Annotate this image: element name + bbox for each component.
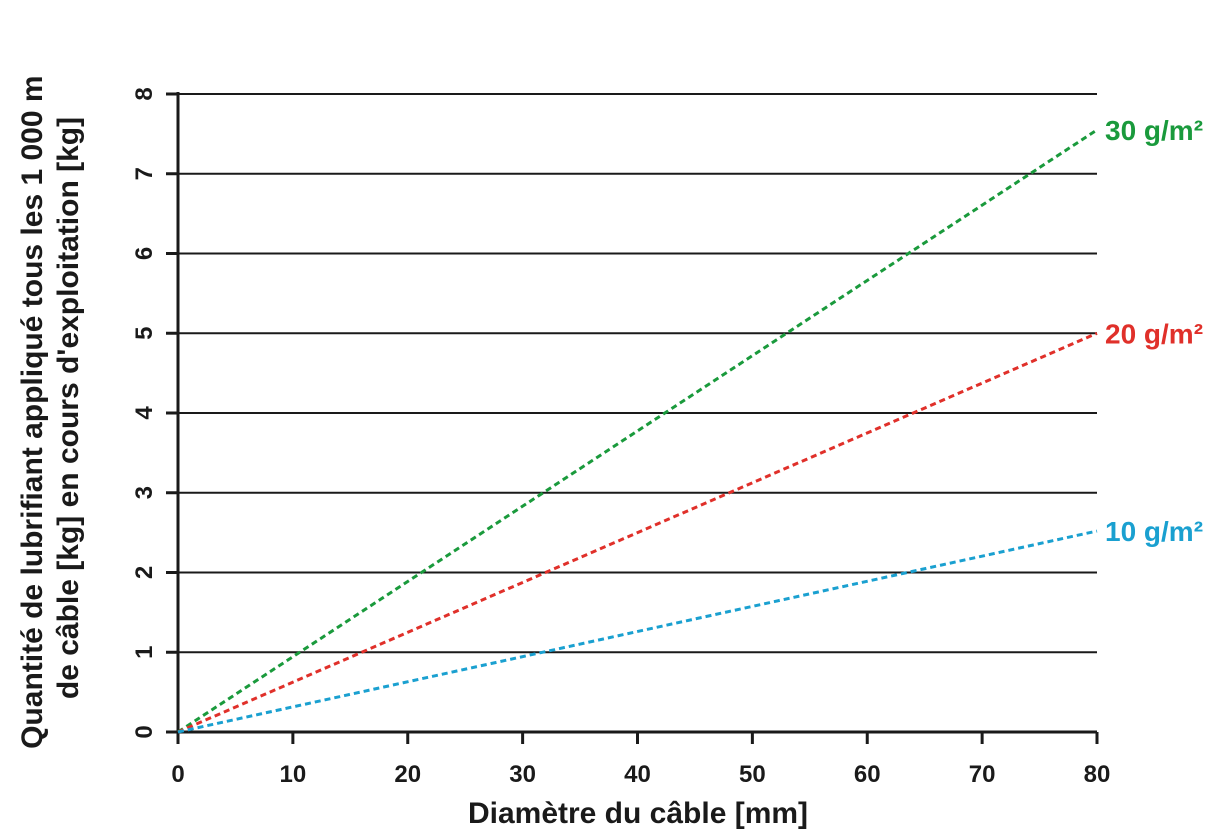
y-tick-label-5: 5 — [131, 327, 158, 340]
series-label-3: 10 g/m² — [1105, 516, 1203, 547]
x-tick-label-70: 70 — [969, 761, 996, 788]
x-tick-label-20: 20 — [394, 761, 421, 788]
y-tick-label-0: 0 — [131, 725, 158, 738]
y-tick-label-8: 8 — [131, 87, 158, 100]
series-label-2: 20 g/m² — [1105, 318, 1203, 349]
series-line-2 — [177, 331, 1098, 734]
x-tick-label-40: 40 — [624, 761, 651, 788]
series-group: 30 g/m² 20 g/m² 10 g/m² — [177, 115, 1203, 734]
y-axis-title-line-1: Quantité de lubrifiant appliqué tous les… — [16, 75, 49, 748]
x-tick-label-30: 30 — [509, 761, 536, 788]
x-axis-ticks: 0 10 20 30 40 50 60 70 80 — [171, 732, 1110, 788]
x-tick-label-0: 0 — [171, 761, 184, 788]
x-tick-label-50: 50 — [739, 761, 766, 788]
gridlines — [178, 93, 1097, 654]
x-axis-title: Diamètre du câble [mm] — [468, 797, 808, 829]
x-tick-label-60: 60 — [854, 761, 881, 788]
y-tick-label-4: 4 — [131, 406, 158, 420]
x-tick-label-80: 80 — [1084, 761, 1111, 788]
series-line-3 — [177, 529, 1098, 734]
y-tick-label-3: 3 — [131, 486, 158, 499]
y-tick-label-7: 7 — [131, 167, 158, 180]
y-tick-label-6: 6 — [131, 247, 158, 260]
y-axis-title: Quantité de lubrifiant appliqué tous les… — [16, 67, 85, 749]
y-tick-label-1: 1 — [131, 646, 158, 659]
y-axis-title-line-2: de câble [kg] en cours d'exploitation [k… — [52, 117, 85, 699]
x-tick-label-10: 10 — [280, 761, 307, 788]
series-line-1 — [177, 128, 1098, 734]
y-axis-ticks: 0 1 2 3 4 5 6 7 8 — [131, 87, 178, 739]
y-tick-label-2: 2 — [131, 566, 158, 579]
series-label-1: 30 g/m² — [1105, 115, 1203, 146]
